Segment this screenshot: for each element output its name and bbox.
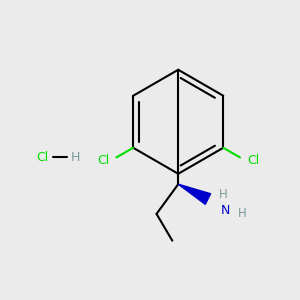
- Polygon shape: [178, 184, 211, 204]
- Text: H: H: [238, 207, 247, 220]
- Text: Cl: Cl: [247, 154, 260, 167]
- Text: Cl: Cl: [97, 154, 109, 167]
- Text: Cl: Cl: [37, 151, 49, 164]
- Text: H: H: [71, 151, 81, 164]
- Text: H: H: [218, 188, 227, 201]
- Text: N: N: [221, 204, 230, 218]
